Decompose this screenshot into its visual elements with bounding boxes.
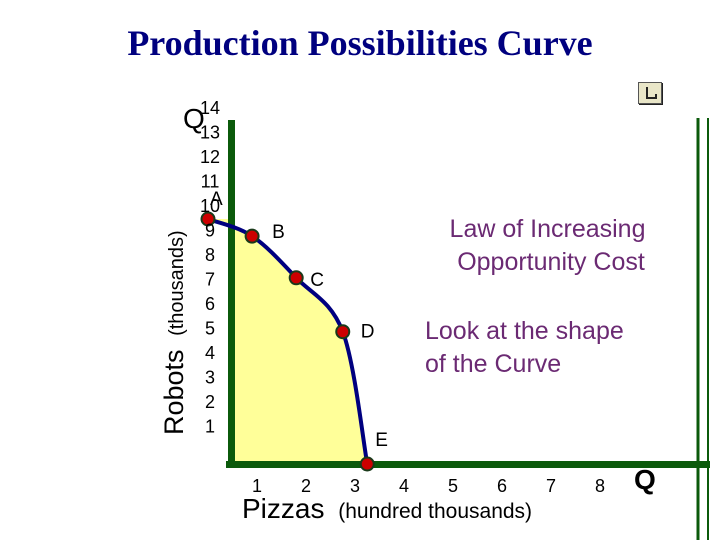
x-tick-label: 6 bbox=[497, 476, 507, 496]
point-c bbox=[288, 270, 304, 286]
y-tick-label: 8 bbox=[205, 245, 215, 265]
x-axis-title-main: Pizzas bbox=[242, 493, 324, 524]
point-label-c: C bbox=[310, 270, 324, 291]
point-d bbox=[335, 324, 351, 340]
x-tick-label: 5 bbox=[448, 476, 458, 496]
y-tick-label: 2 bbox=[205, 392, 215, 412]
y-axis bbox=[228, 120, 235, 465]
y-axis-title-unit: (thousands) bbox=[166, 230, 188, 336]
annotation-line: Look at the shape bbox=[425, 317, 624, 345]
point-label-e: E bbox=[375, 430, 388, 451]
x-tick-label: 1 bbox=[252, 476, 262, 496]
point-e bbox=[359, 456, 375, 472]
x-axis-title: Pizzas (hundred thousands) bbox=[242, 493, 532, 524]
x-tick-label: 4 bbox=[399, 476, 409, 496]
y-tick-label: 5 bbox=[205, 319, 215, 339]
annotation-law: Law of Increasing Opportunity Cost bbox=[450, 215, 653, 276]
point-label-a: A bbox=[210, 189, 223, 210]
x-tick-label: 8 bbox=[595, 476, 605, 496]
y-tick-label: 14 bbox=[200, 98, 220, 118]
y-tick-label: 1 bbox=[205, 417, 215, 437]
y-tick-label: 9 bbox=[205, 221, 215, 241]
y-tick-label: 12 bbox=[200, 147, 220, 167]
y-axis-title: Robots (thousands) bbox=[159, 230, 189, 435]
x-axis-end-label: Q bbox=[634, 464, 656, 495]
return-arrow-icon[interactable] bbox=[638, 82, 662, 104]
ppc-area bbox=[208, 219, 368, 464]
page-title: Production Possibilities Curve bbox=[127, 23, 593, 63]
annotation-line: of the Curve bbox=[425, 350, 561, 378]
y-tick-label: 10 bbox=[200, 196, 220, 216]
point-label-d: D bbox=[361, 322, 375, 343]
x-tick-label: 7 bbox=[546, 476, 556, 496]
y-tick-label: 6 bbox=[205, 294, 215, 314]
y-tick-label: 13 bbox=[200, 123, 220, 143]
y-tick-label: 3 bbox=[205, 368, 215, 388]
x-axis-title-unit: (hundred thousands) bbox=[338, 500, 532, 523]
y-axis-title-main: Robots bbox=[159, 349, 189, 435]
axes bbox=[226, 118, 710, 540]
annotation-shape: Look at the shape of the Curve bbox=[425, 317, 631, 378]
y-tick-label: 7 bbox=[205, 270, 215, 290]
annotation-line: Opportunity Cost bbox=[457, 248, 645, 276]
y-tick-label: 4 bbox=[205, 343, 215, 363]
point-a bbox=[200, 211, 216, 227]
y-tick-label: 11 bbox=[201, 172, 220, 192]
point-label-b: B bbox=[272, 222, 285, 243]
annotation-line: Law of Increasing bbox=[450, 215, 646, 243]
ppc-curve bbox=[207, 217, 370, 465]
x-tick-label: 2 bbox=[301, 476, 311, 496]
x-tick-label: 3 bbox=[350, 476, 360, 496]
x-axis bbox=[226, 461, 710, 468]
y-axis-end-label: Q bbox=[183, 103, 205, 134]
point-b bbox=[244, 228, 260, 244]
